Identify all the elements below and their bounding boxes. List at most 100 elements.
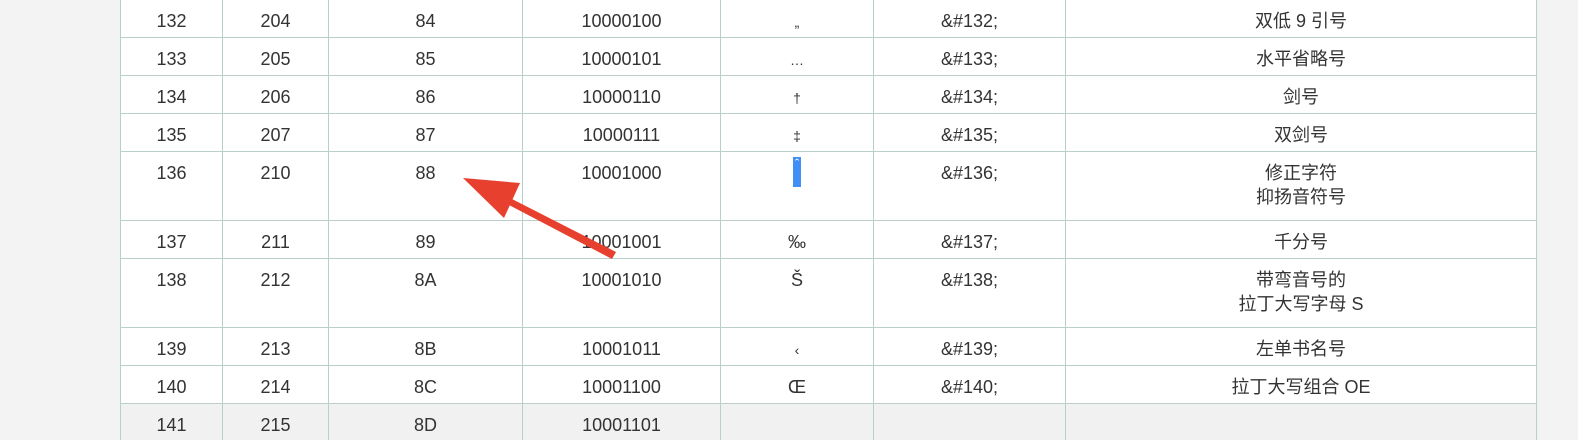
table-row: 136 210 88 10001000 ˆ &#136; 修正字符 抑扬音符号 [120, 151, 1537, 221]
char-glyph: ‡ [793, 128, 801, 144]
description-line: 抑扬音符号 [1256, 187, 1346, 207]
description-line: 修正字符 [1265, 163, 1337, 183]
entity-cell: &#133; [873, 37, 1066, 76]
description-cell: 双低 9 引号 [1065, 0, 1537, 38]
description-line: 千分号 [1274, 232, 1328, 252]
char-glyph: … [790, 52, 804, 68]
char-cell [720, 403, 874, 440]
char-glyph: Œ [788, 377, 806, 397]
octal-cell: 204 [222, 0, 329, 38]
hex-cell: 84 [328, 0, 523, 38]
description-line: 剑号 [1283, 87, 1319, 107]
description-cell: 剑号 [1065, 75, 1537, 114]
hex-cell: 85 [328, 37, 523, 76]
binary-cell: 10000111 [522, 113, 721, 152]
selected-char-glyph[interactable]: ˆ [793, 157, 801, 187]
hex-cell: 8D [328, 403, 523, 440]
hex-cell: 8C [328, 365, 523, 404]
binary-cell: 10000110 [522, 75, 721, 114]
decimal-cell: 140 [120, 365, 223, 404]
octal-cell: 214 [222, 365, 329, 404]
description-cell [1065, 403, 1537, 440]
octal-cell: 207 [222, 113, 329, 152]
char-cell: † [720, 75, 874, 114]
description-line: 双剑号 [1274, 125, 1328, 145]
binary-cell: 10000101 [522, 37, 721, 76]
table-row: 135 207 87 10000111 ‡ &#135; 双剑号 [120, 113, 1537, 152]
entity-cell [873, 403, 1066, 440]
decimal-cell: 136 [120, 151, 223, 221]
description-cell: 修正字符 抑扬音符号 [1065, 151, 1537, 221]
char-cell: Š [720, 258, 874, 328]
char-cell: ‰ [720, 220, 874, 259]
char-glyph: ‹ [794, 342, 800, 358]
table-row: 139 213 8B 10001011 ‹ &#139; 左单书名号 [120, 327, 1537, 366]
octal-cell: 206 [222, 75, 329, 114]
decimal-cell: 135 [120, 113, 223, 152]
table-row: 137 211 89 10001001 ‰ &#137; 千分号 [120, 220, 1537, 259]
hex-cell: 8A [328, 258, 523, 328]
char-cell: ‹ [720, 327, 874, 366]
decimal-cell: 138 [120, 258, 223, 328]
decimal-cell: 141 [120, 403, 223, 440]
char-cell: … [720, 37, 874, 76]
octal-cell: 205 [222, 37, 329, 76]
hex-cell: 89 [328, 220, 523, 259]
decimal-cell: 133 [120, 37, 223, 76]
description-cell: 双剑号 [1065, 113, 1537, 152]
char-glyph: „ [794, 14, 800, 30]
hex-cell: 8B [328, 327, 523, 366]
binary-cell: 10001000 [522, 151, 721, 221]
description-cell: 拉丁大写组合 OE [1065, 365, 1537, 404]
octal-cell: 212 [222, 258, 329, 328]
ascii-table-container: 132 204 84 10000100 „ &#132; 双低 9 引号 133… [120, 0, 1537, 440]
char-glyph: ‰ [788, 232, 806, 252]
octal-cell: 215 [222, 403, 329, 440]
entity-cell: &#134; [873, 75, 1066, 114]
description-cell: 千分号 [1065, 220, 1537, 259]
octal-cell: 211 [222, 220, 329, 259]
description-line: 拉丁大写字母 S [1238, 294, 1364, 314]
binary-cell: 10001001 [522, 220, 721, 259]
char-cell: Œ [720, 365, 874, 404]
decimal-cell: 139 [120, 327, 223, 366]
table-row: 132 204 84 10000100 „ &#132; 双低 9 引号 [120, 0, 1537, 38]
hex-cell: 88 [328, 151, 523, 221]
table-row: 133 205 85 10000101 … &#133; 水平省略号 [120, 37, 1537, 76]
binary-cell: 10000100 [522, 0, 721, 38]
entity-cell: &#135; [873, 113, 1066, 152]
description-line: 带弯音号的 [1256, 270, 1346, 290]
table-row: 141 215 8D 10001101 [120, 403, 1537, 440]
description-line: 水平省略号 [1256, 49, 1346, 69]
binary-cell: 10001011 [522, 327, 721, 366]
decimal-cell: 137 [120, 220, 223, 259]
ascii-code-table: 132 204 84 10000100 „ &#132; 双低 9 引号 133… [120, 0, 1537, 440]
char-cell: ˆ [720, 151, 874, 221]
description-cell: 水平省略号 [1065, 37, 1537, 76]
description-line: 双低 9 引号 [1254, 11, 1347, 31]
entity-cell: &#140; [873, 365, 1066, 404]
char-cell: ‡ [720, 113, 874, 152]
char-glyph: † [793, 90, 801, 106]
entity-cell: &#132; [873, 0, 1066, 38]
binary-cell: 10001100 [522, 365, 721, 404]
hex-cell: 87 [328, 113, 523, 152]
entity-cell: &#139; [873, 327, 1066, 366]
binary-cell: 10001101 [522, 403, 721, 440]
octal-cell: 210 [222, 151, 329, 221]
entity-cell: &#136; [873, 151, 1066, 221]
description-cell: 带弯音号的 拉丁大写字母 S [1065, 258, 1537, 328]
entity-cell: &#138; [873, 258, 1066, 328]
decimal-cell: 134 [120, 75, 223, 114]
table-row: 138 212 8A 10001010 Š &#138; 带弯音号的 拉丁大写字… [120, 258, 1537, 328]
decimal-cell: 132 [120, 0, 223, 38]
octal-cell: 213 [222, 327, 329, 366]
char-cell: „ [720, 0, 874, 38]
table-row: 134 206 86 10000110 † &#134; 剑号 [120, 75, 1537, 114]
table-row: 140 214 8C 10001100 Œ &#140; 拉丁大写组合 OE [120, 365, 1537, 404]
description-line: 拉丁大写组合 OE [1231, 377, 1371, 397]
entity-cell: &#137; [873, 220, 1066, 259]
binary-cell: 10001010 [522, 258, 721, 328]
char-glyph: Š [790, 270, 803, 290]
